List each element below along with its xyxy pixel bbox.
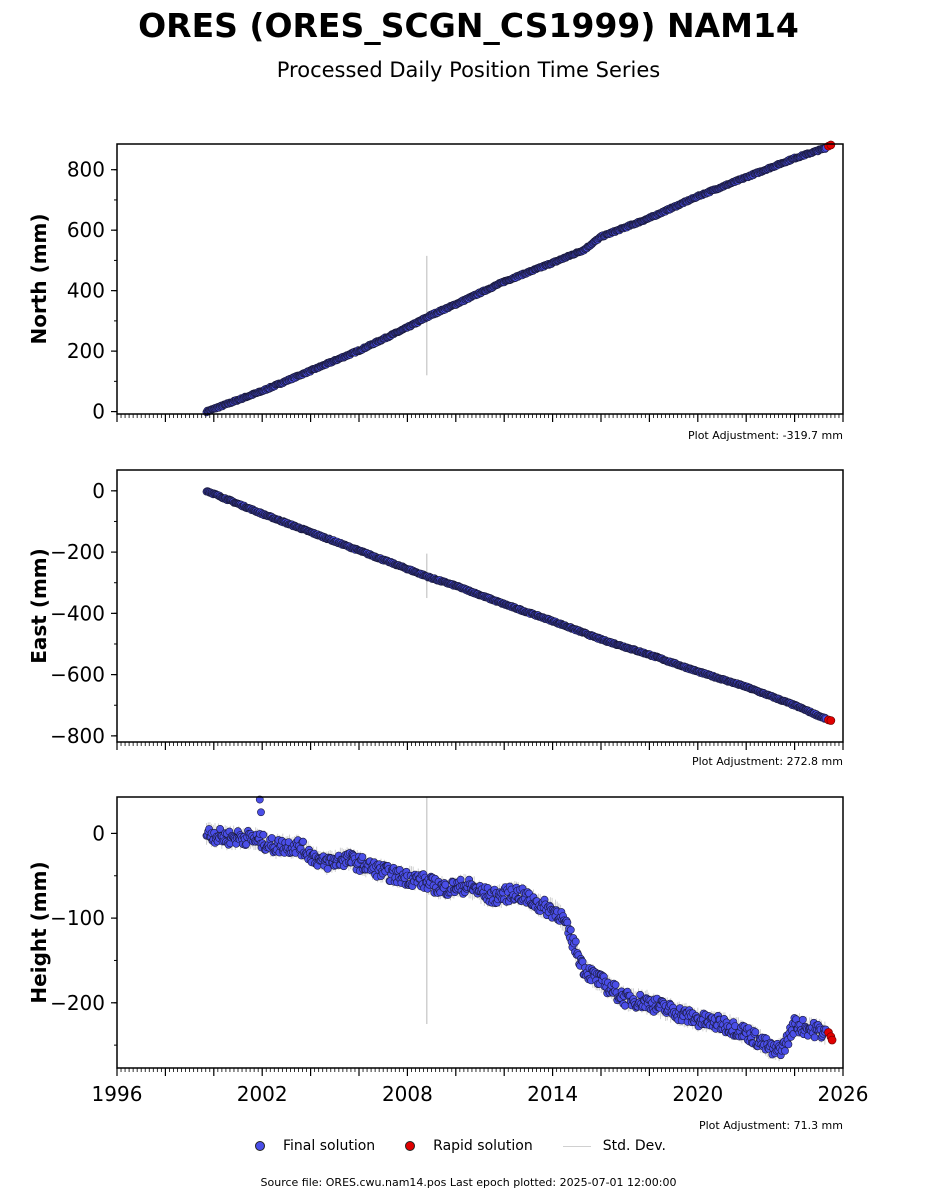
legend-final: Final solution — [255, 1138, 375, 1154]
legend: Final solution Rapid solution Std. Dev. — [255, 1138, 696, 1154]
chart-title: ORES (ORES_SCGN_CS1999) NAM14 — [138, 6, 799, 45]
final-solution-point — [798, 1015, 807, 1024]
height-plot-adjustment: Plot Adjustment: 71.3 mm — [698, 1119, 843, 1132]
y-tick-label: 0 — [92, 821, 105, 845]
north-plot-adjustment: Plot Adjustment: -319.7 mm — [688, 429, 843, 442]
final-solution-point — [784, 1040, 793, 1049]
final-solution-outlier — [257, 808, 265, 817]
y-tick-label: 600 — [67, 218, 105, 242]
rapid-solution-marker-icon — [405, 1141, 416, 1151]
final-solution-point — [441, 880, 450, 889]
y-tick-label: 200 — [67, 339, 105, 363]
y-tick-label: −200 — [50, 540, 105, 564]
y-tick-label: 800 — [67, 158, 105, 182]
y-tick-label: 400 — [67, 279, 105, 303]
x-tick-label: 1996 — [92, 1082, 143, 1106]
east-plot-adjustment: Plot Adjustment: 272.8 mm — [691, 755, 843, 768]
legend-std-label: Std. Dev. — [602, 1138, 666, 1154]
x-tick-label: 2002 — [237, 1082, 288, 1106]
x-tick-label: 2020 — [672, 1082, 723, 1106]
std-dev-line-icon — [562, 1145, 591, 1147]
legend-rapid: Rapid solution — [405, 1138, 533, 1154]
y-tick-label: 0 — [92, 479, 105, 503]
legend-std: Std. Dev. — [562, 1138, 666, 1154]
y-axis-label: North (mm) — [27, 213, 51, 344]
rapid-solution-point — [826, 140, 836, 150]
final-solution-point — [781, 1047, 789, 1055]
rapid-solution-point — [826, 716, 836, 725]
final-solution-marker-icon — [255, 1141, 265, 1151]
final-solution-point — [323, 865, 332, 873]
chart-subtitle: Processed Daily Position Time Series — [276, 58, 661, 82]
legend-final-label: Final solution — [283, 1138, 376, 1154]
x-tick-label: 2026 — [818, 1082, 869, 1106]
y-axis-label: Height (mm) — [27, 861, 51, 1003]
final-solution-point — [358, 853, 367, 861]
final-solution-point — [611, 980, 620, 989]
y-tick-label: −100 — [50, 906, 105, 930]
x-tick-label: 2008 — [382, 1082, 433, 1106]
final-solution-point — [299, 837, 307, 846]
final-solution-point — [267, 834, 276, 842]
final-solution-point — [810, 1033, 819, 1042]
y-tick-label: −200 — [50, 991, 105, 1015]
y-axis-label: East (mm) — [27, 548, 51, 664]
legend-rapid-label: Rapid solution — [433, 1138, 533, 1154]
y-tick-label: −400 — [50, 601, 105, 625]
y-tick-label: 0 — [92, 400, 105, 424]
final-solution-point — [571, 937, 580, 946]
x-tick-label: 2014 — [527, 1082, 578, 1106]
rapid-solution-point — [827, 1035, 837, 1045]
final-solution-point — [259, 830, 268, 839]
source-note: Source file: ORES.cwu.nam14.pos Last epo… — [260, 1176, 677, 1189]
plot-frame — [116, 469, 844, 743]
y-tick-label: −600 — [50, 663, 105, 687]
final-solution-point — [751, 1028, 760, 1036]
y-tick-label: −800 — [50, 724, 105, 748]
final-solution-point — [566, 926, 575, 934]
